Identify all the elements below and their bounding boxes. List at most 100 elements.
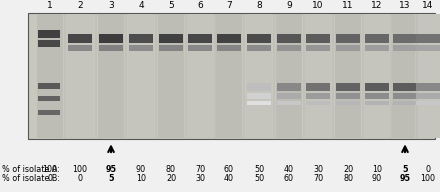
Bar [416, 101, 440, 105]
Text: 60: 60 [224, 165, 234, 174]
Text: 5: 5 [108, 175, 114, 184]
Bar [187, 14, 213, 138]
Bar [393, 83, 417, 91]
Bar [38, 31, 60, 38]
Bar [416, 34, 440, 43]
Bar [336, 101, 360, 105]
Text: 60: 60 [284, 175, 294, 184]
Text: 8: 8 [256, 1, 262, 10]
Text: 30: 30 [313, 165, 323, 174]
Text: 80: 80 [343, 175, 353, 184]
Text: 12: 12 [371, 1, 383, 10]
Text: 50: 50 [254, 165, 264, 174]
Bar [247, 34, 271, 43]
Bar [365, 45, 389, 51]
Bar [38, 110, 60, 115]
Bar [217, 45, 241, 51]
Text: 95: 95 [106, 165, 117, 174]
Text: 0: 0 [425, 165, 430, 174]
Bar [68, 34, 92, 43]
Bar [99, 34, 123, 43]
Bar [128, 14, 154, 138]
Text: 4: 4 [138, 1, 144, 10]
Text: 5: 5 [168, 1, 174, 10]
Bar [217, 34, 241, 43]
Bar [365, 34, 389, 43]
Bar [246, 14, 272, 138]
Bar [335, 14, 361, 138]
Text: 5: 5 [402, 165, 408, 174]
Bar [393, 45, 417, 51]
Bar [365, 101, 389, 105]
Bar [336, 34, 360, 43]
Bar [277, 101, 301, 105]
Text: % of isolate B:: % of isolate B: [2, 175, 60, 184]
Bar [393, 93, 417, 98]
Bar [188, 34, 212, 43]
Bar [247, 83, 271, 91]
Bar [158, 14, 184, 138]
Text: 40: 40 [224, 175, 234, 184]
Text: 90: 90 [372, 175, 382, 184]
Bar [98, 14, 124, 138]
Bar [277, 34, 301, 43]
Text: 90: 90 [136, 165, 146, 174]
Text: 10: 10 [312, 1, 324, 10]
Bar [247, 101, 271, 105]
Text: 70: 70 [313, 175, 323, 184]
Bar [365, 83, 389, 91]
Text: 0: 0 [77, 175, 83, 184]
Bar [306, 93, 330, 98]
Bar [38, 83, 60, 89]
Text: % of isolate A:: % of isolate A: [2, 165, 60, 174]
Bar [365, 93, 389, 98]
Bar [277, 93, 301, 98]
Bar [67, 14, 93, 138]
Text: 100: 100 [43, 165, 58, 174]
Text: 20: 20 [166, 175, 176, 184]
Bar [159, 45, 183, 51]
Bar [276, 14, 302, 138]
Bar [129, 34, 153, 43]
Text: 10: 10 [372, 165, 382, 174]
Text: 0: 0 [48, 175, 52, 184]
Bar [188, 45, 212, 51]
Text: 14: 14 [422, 1, 434, 10]
Bar [37, 14, 63, 138]
Text: 2: 2 [77, 1, 83, 10]
Bar [336, 93, 360, 98]
Text: 70: 70 [195, 165, 205, 174]
Text: 40: 40 [284, 165, 294, 174]
Bar [392, 14, 418, 138]
Text: 80: 80 [166, 165, 176, 174]
Text: 9: 9 [286, 1, 292, 10]
Bar [38, 96, 60, 101]
Bar [364, 14, 390, 138]
Bar [247, 45, 271, 51]
Bar [416, 45, 440, 51]
Text: 7: 7 [226, 1, 232, 10]
Text: 30: 30 [195, 175, 205, 184]
Bar [38, 40, 60, 47]
Bar [247, 93, 271, 98]
Bar [336, 45, 360, 51]
Text: 1: 1 [47, 1, 53, 10]
Text: 6: 6 [197, 1, 203, 10]
Bar [415, 14, 440, 138]
Bar [129, 45, 153, 51]
Text: 95: 95 [400, 175, 411, 184]
Bar [216, 14, 242, 138]
Text: 100: 100 [73, 165, 88, 174]
Text: 3: 3 [108, 1, 114, 10]
Bar [306, 45, 330, 51]
Bar [277, 83, 301, 91]
Bar [306, 83, 330, 91]
Text: 20: 20 [343, 165, 353, 174]
Bar [416, 93, 440, 98]
Text: 10: 10 [136, 175, 146, 184]
Bar [416, 83, 440, 91]
Bar [393, 34, 417, 43]
Bar [305, 14, 331, 138]
Bar [99, 45, 123, 51]
Bar [306, 34, 330, 43]
